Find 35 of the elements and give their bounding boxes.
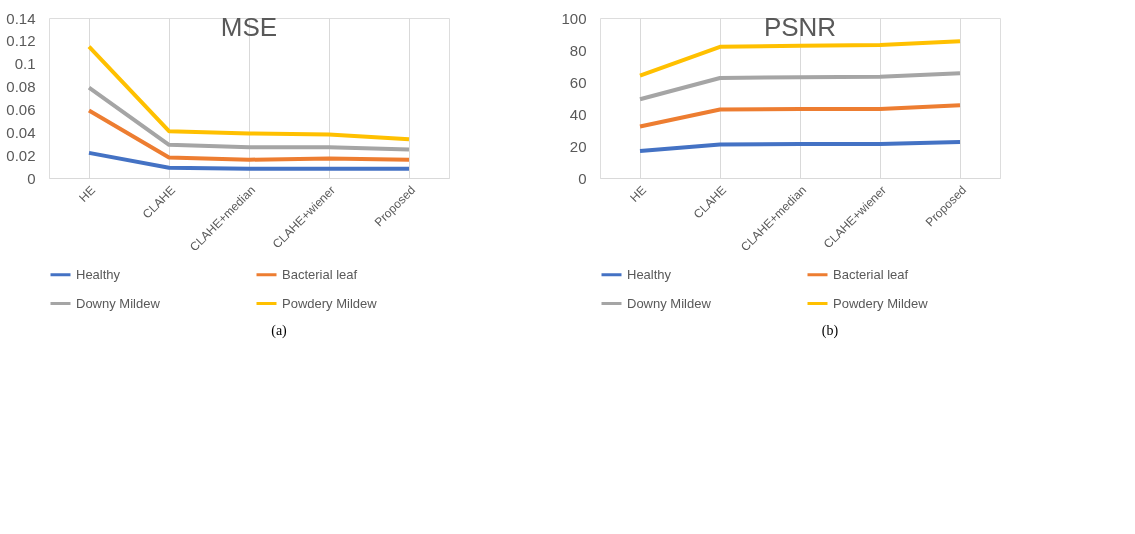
legend-label: Healthy — [627, 266, 672, 282]
y-tick-label: 0.1 — [14, 55, 36, 73]
legend-label: Bacterial leaf — [833, 266, 909, 282]
y-tick-label: 0 — [578, 169, 587, 187]
y-tick-label: 60 — [569, 73, 587, 91]
line-series — [87, 44, 411, 142]
y-tick-label: 100 — [561, 9, 587, 27]
text: (a) — [271, 323, 288, 339]
line-series — [638, 140, 962, 153]
y-tick-label: 0.12 — [6, 32, 36, 50]
x-tick-label: HE — [627, 183, 649, 205]
line-series — [638, 103, 962, 129]
y-tick-label: 40 — [569, 105, 587, 123]
text: (b) — [821, 323, 839, 339]
y-tick-label: 80 — [569, 41, 587, 59]
y-tick-label: 0.02 — [6, 146, 36, 164]
y-tick-label: 0.14 — [6, 9, 36, 27]
legend-label: Downy Mildew — [627, 295, 712, 311]
legend-label: Bacterial leaf — [282, 266, 358, 282]
legend-label: Powdery Mildew — [282, 295, 378, 311]
y-tick-label: 20 — [569, 137, 587, 155]
y-tick-label: 0.04 — [6, 123, 36, 141]
legend-label: Healthy — [76, 266, 121, 282]
chart-title: PSNR — [763, 12, 837, 42]
legend-label: Downy Mildew — [76, 295, 161, 311]
legend-label: Powdery Mildew — [833, 295, 929, 311]
y-tick-label: 0 — [27, 169, 36, 187]
line-series — [638, 71, 962, 102]
x-tick-label: HE — [76, 183, 98, 205]
y-tick-label: 0.08 — [6, 78, 36, 96]
y-tick-label: 0.06 — [6, 100, 36, 118]
line-series — [87, 108, 411, 162]
line-series — [87, 85, 411, 152]
chart-title: MSE — [220, 12, 278, 42]
line-series — [638, 39, 962, 78]
